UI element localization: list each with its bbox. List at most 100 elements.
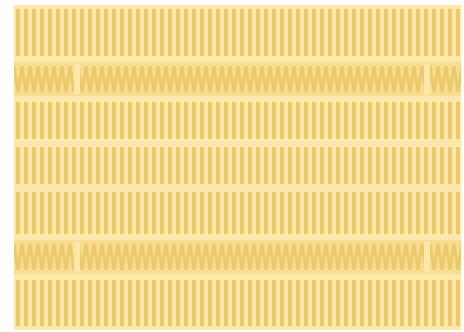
vertical-stripe [432,147,436,184]
vertical-stripe [440,102,444,139]
vertical-stripe [416,147,420,184]
vertical-stripe [56,102,60,139]
vertical-stripe [168,280,172,326]
vertical-stripe [144,147,148,184]
vertical-stripe [104,280,108,326]
vertical-stripe [360,280,364,326]
vertical-stripe [232,192,236,234]
vertical-stripe [112,192,116,234]
vertical-stripe [384,192,388,234]
vertical-stripe [296,9,300,56]
vertical-stripe [304,9,308,56]
vertical-stripe [448,192,452,234]
vertical-stripe [440,280,444,326]
stripes-band-3 [16,147,460,184]
vertical-stripe [456,102,460,139]
vertical-stripe [424,147,428,184]
vertical-stripe [392,192,396,234]
vertical-stripe [56,9,60,56]
vertical-stripe [328,192,332,234]
vertical-stripe [256,102,260,139]
vertical-stripe [120,9,124,56]
vertical-stripe [400,147,404,184]
vertical-stripe [48,192,52,234]
vertical-stripe [288,102,292,139]
vertical-stripe [200,192,204,234]
vertical-stripe [88,102,92,139]
vertical-stripe [120,192,124,234]
zigzag-band-1 [14,62,461,96]
vertical-stripe [408,9,412,56]
woven-pattern-image [14,5,461,330]
vertical-stripe [168,192,172,234]
vertical-stripe [344,102,348,139]
vertical-stripe [208,147,212,184]
vertical-stripe [296,102,300,139]
vertical-stripe [232,9,236,56]
zigzag-gap [74,64,80,94]
zigzag-line [14,65,461,93]
vertical-stripe [288,192,292,234]
vertical-stripe [296,280,300,326]
vertical-stripe [248,280,252,326]
vertical-stripe [280,147,284,184]
vertical-stripe [312,147,316,184]
vertical-stripe [392,9,396,56]
vertical-stripe [16,147,20,184]
vertical-stripe [48,102,52,139]
vertical-stripe [136,280,140,326]
vertical-stripe [216,192,220,234]
vertical-stripe [32,280,36,326]
vertical-stripe [400,192,404,234]
vertical-stripe [376,192,380,234]
vertical-stripe [320,147,324,184]
vertical-stripe [416,9,420,56]
vertical-stripe [280,102,284,139]
vertical-stripe [264,102,268,139]
vertical-stripe [352,147,356,184]
vertical-stripe [216,102,220,139]
vertical-stripe [96,102,100,139]
vertical-stripe [336,147,340,184]
vertical-stripe [184,280,188,326]
vertical-stripe [272,102,276,139]
vertical-stripe [24,192,28,234]
vertical-stripe [448,280,452,326]
vertical-stripe [136,102,140,139]
vertical-stripe [40,147,44,184]
vertical-stripe [296,147,300,184]
vertical-stripe [56,280,60,326]
vertical-stripe [32,9,36,56]
vertical-stripe [192,192,196,234]
vertical-stripe [336,102,340,139]
vertical-stripe [240,9,244,56]
vertical-stripe [440,192,444,234]
zigzag-gap [74,242,80,272]
vertical-stripe [160,102,164,139]
vertical-stripe [176,192,180,234]
vertical-stripe [304,280,308,326]
zigzag-gap [424,242,430,272]
vertical-stripe [312,9,316,56]
vertical-stripe [384,9,388,56]
zigzag-gap [424,64,430,94]
pattern-svg [14,5,461,330]
vertical-stripe [128,102,132,139]
vertical-stripe [432,280,436,326]
vertical-stripe [352,102,356,139]
vertical-stripe [104,192,108,234]
vertical-stripe [448,9,452,56]
vertical-stripe [56,192,60,234]
vertical-stripe [368,147,372,184]
vertical-stripe [152,192,156,234]
vertical-stripe [88,280,92,326]
vertical-stripe [336,280,340,326]
vertical-stripe [224,280,228,326]
vertical-stripe [264,9,268,56]
vertical-stripe [360,147,364,184]
vertical-stripe [192,102,196,139]
vertical-stripe [368,192,372,234]
vertical-stripe [456,9,460,56]
vertical-stripe [112,147,116,184]
vertical-stripe [152,102,156,139]
